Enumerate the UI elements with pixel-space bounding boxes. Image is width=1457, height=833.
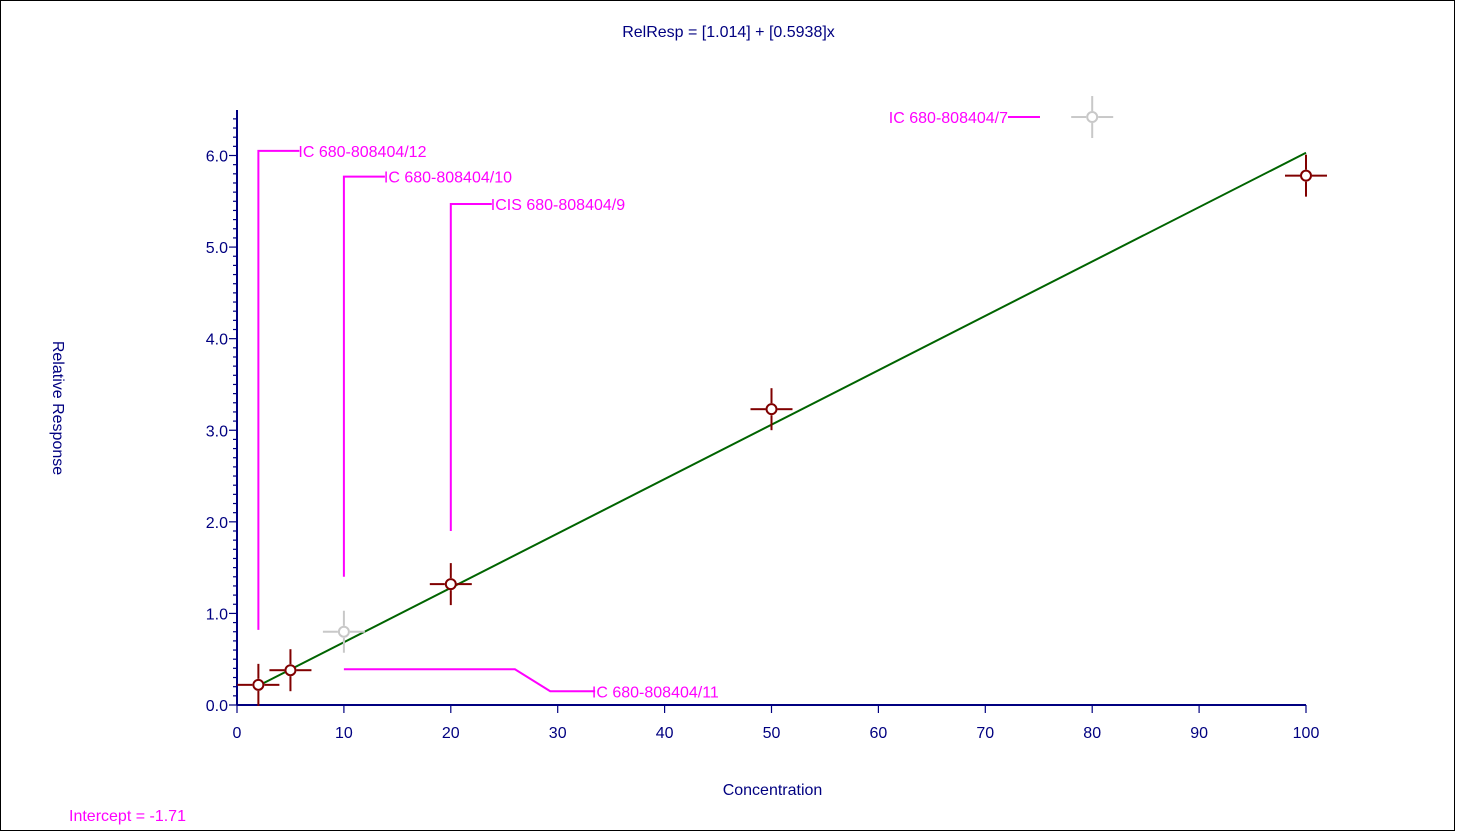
x-axis-label: Concentration [722,782,823,799]
x-tick-label: 90 [1190,725,1208,742]
excluded-data-point [322,610,365,653]
annotation-label: IC 680-808404/12 [298,144,426,161]
x-tick-label: 60 [870,725,888,742]
x-tick-label: 0 [233,725,242,742]
annotation-label: IC 680-808404/7 [889,110,1008,127]
annotation-label: ICIS 680-808404/9 [491,197,625,214]
leader-line [257,149,300,630]
y-tick-label: 6.0 [206,149,228,166]
chart-title: RelResp = [1.014] + [0.5938]x [622,24,835,41]
y-tick-label: 2.0 [206,515,228,532]
x-tick-label: 80 [1083,725,1101,742]
data-point [237,663,280,706]
annotation-label: IC 680-808404/10 [384,170,512,187]
data-point [1285,154,1327,197]
y-tick-label: 1.0 [206,606,228,623]
x-tick-label: 10 [335,725,353,742]
y-tick-label: 5.0 [206,240,228,257]
data-point [269,649,312,692]
y-tick-label: 3.0 [206,423,228,440]
y-tick-label: 4.0 [206,332,228,349]
excluded-data-point [1071,96,1114,139]
x-tick-label: 40 [656,725,674,742]
x-tick-label: 70 [976,725,994,742]
data-point [750,388,793,431]
x-tick-label: 20 [442,725,460,742]
y-tick-label: 0.0 [206,698,228,715]
x-tick-label: 100 [1293,725,1320,742]
leader-line [342,175,385,577]
leader-line [449,203,492,531]
leader-line [343,668,596,693]
x-tick-label: 50 [763,725,781,742]
data-point [429,563,472,606]
regression-line [257,151,1307,687]
annotation-label: IC 680-808404/11 [592,684,719,701]
x-tick-label: 30 [549,725,567,742]
intercept-label: Intercept = -1.71 [69,808,186,825]
